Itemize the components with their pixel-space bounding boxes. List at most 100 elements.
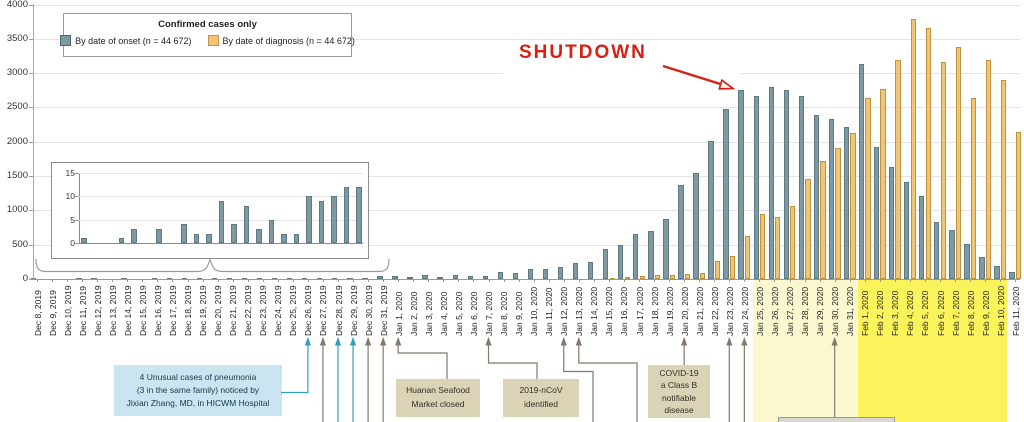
- event-connector-Dec-26-2019: [281, 338, 309, 394]
- inset-bar-onset: [331, 196, 337, 243]
- y-tick-3500: [29, 38, 33, 40]
- legend-onset-label: By date of onset (n = 44 672): [75, 35, 192, 46]
- x-tick: [849, 279, 851, 282]
- bar-onset: [633, 234, 639, 279]
- y-tick-label: 1000: [6, 204, 28, 216]
- legend-title: Confirmed cases only: [158, 19, 257, 30]
- y-tick-3000: [29, 73, 33, 75]
- x-tick: [142, 279, 144, 282]
- inset-x-axis: [79, 243, 363, 244]
- x-tick: [563, 279, 565, 282]
- inset-bar-onset: [343, 187, 350, 243]
- bar-diagnosis: [1015, 132, 1022, 279]
- bar-onset: [587, 261, 594, 279]
- bar-diagnosis: [925, 28, 931, 279]
- x-tick: [52, 279, 54, 282]
- x-tick: [338, 279, 339, 282]
- x-tick: [37, 279, 38, 282]
- x-tick: [443, 279, 445, 282]
- bar-onset: [934, 222, 940, 279]
- bar-onset: [1009, 272, 1015, 279]
- bar-onset: [873, 147, 880, 279]
- y-tick-label: 500: [12, 238, 28, 250]
- bar-diagnosis: [775, 216, 781, 279]
- y-tick-0: [29, 279, 33, 280]
- gridline-1000: [33, 210, 1020, 212]
- bar-diagnosis: [1000, 79, 1007, 279]
- bar-onset: [557, 267, 564, 279]
- bar-diagnosis: [729, 255, 736, 279]
- inset-bar-onset: [356, 187, 362, 243]
- y-tick-label: 3500: [6, 32, 28, 44]
- bar-onset: [542, 269, 549, 279]
- x-tick: [157, 279, 159, 282]
- bar-diagnosis: [850, 133, 856, 279]
- x-tick: [684, 279, 686, 282]
- x-tick: [744, 279, 746, 282]
- y-tick-4000: [29, 4, 33, 6]
- y-tick-1000: [29, 210, 33, 212]
- bar-onset: [753, 96, 759, 279]
- x-tick: [864, 279, 866, 282]
- inset-bar-onset: [268, 219, 275, 243]
- pneumonia-cases-annotation-box: 4 Unusual cases of pneumonia (3 in the s…: [114, 365, 282, 416]
- x-tick: [307, 279, 309, 282]
- x-tick: [759, 279, 761, 282]
- inset-gridline-15: [79, 173, 363, 174]
- bar-diagnosis: [865, 97, 871, 279]
- bar-onset: [663, 218, 669, 279]
- bar-onset: [919, 195, 925, 279]
- x-tick: [247, 279, 249, 282]
- gridline-500: [33, 244, 1020, 246]
- legend-item-diagnosis: By date of diagnosis (n = 44 672): [207, 35, 355, 46]
- bar-onset: [783, 89, 789, 279]
- x-tick: [67, 279, 69, 282]
- bar-onset: [422, 275, 428, 279]
- bar-onset: [497, 271, 504, 279]
- x-tick: [413, 279, 415, 282]
- bar-onset: [964, 244, 970, 279]
- inset-bar-onset: [318, 201, 325, 243]
- bar-onset: [949, 229, 955, 279]
- x-tick: [714, 279, 716, 282]
- inset-bar-onset: [181, 224, 187, 243]
- inset-bar-onset: [206, 233, 212, 243]
- inset-bar-onset: [243, 205, 250, 243]
- inset-bar-onset: [281, 233, 287, 243]
- x-tick: [383, 279, 385, 282]
- bar-onset: [512, 273, 519, 279]
- x-tick: [729, 279, 731, 282]
- x-tick: [593, 279, 595, 282]
- bar-onset: [527, 269, 534, 279]
- cropped-annotation-box: [778, 417, 895, 422]
- highlight-band-late-january: [752, 280, 857, 422]
- bar-onset: [452, 275, 458, 279]
- inset-bar-onset: [306, 196, 312, 243]
- bar-diagnosis: [970, 98, 977, 279]
- x-tick: [82, 279, 84, 282]
- gridline-2000: [33, 141, 1020, 143]
- x-tick: [217, 279, 219, 282]
- x-tick: [202, 279, 204, 282]
- y-tick-1500: [29, 176, 33, 178]
- x-tick: [639, 279, 640, 282]
- bar-diagnosis: [820, 160, 826, 279]
- x-tick: [985, 279, 987, 282]
- inset-bar-onset: [293, 233, 300, 243]
- bar-diagnosis: [895, 59, 901, 279]
- bar-diagnosis: [714, 260, 721, 279]
- inset-bar-onset: [81, 238, 87, 243]
- y-tick-2500: [29, 107, 33, 109]
- x-tick: [894, 279, 896, 282]
- x-tick: [819, 279, 821, 282]
- bar-onset: [648, 230, 654, 279]
- bar-onset: [377, 276, 383, 279]
- y-tick-label: 1500: [6, 170, 28, 182]
- inset-y-tick: [75, 243, 79, 244]
- y-tick-label: 2000: [6, 135, 28, 147]
- x-tick: [127, 279, 129, 282]
- inset-bar-onset: [256, 229, 262, 243]
- bar-diagnosis: [880, 88, 886, 279]
- inset-y-tick: [75, 219, 79, 221]
